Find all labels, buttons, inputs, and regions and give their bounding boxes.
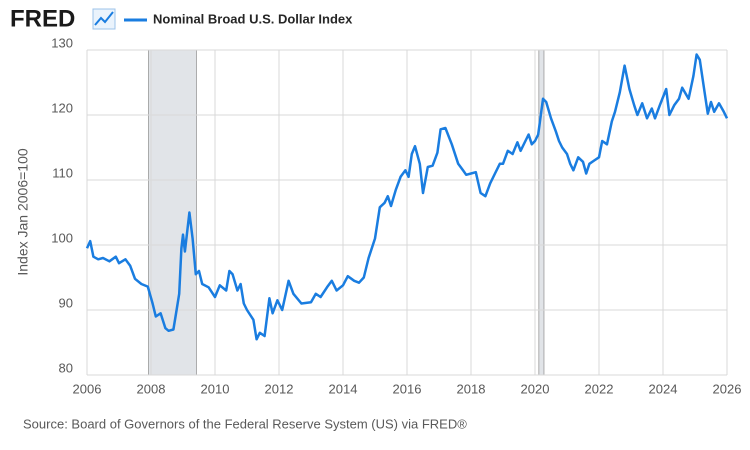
data-line (85, 53, 729, 341)
x-tick-label: 2014 (329, 381, 358, 396)
x-tick-label: 2006 (73, 381, 102, 396)
y-tick-label: 110 (52, 165, 73, 180)
x-tick-label: 2016 (393, 381, 422, 396)
y-tick-label: 80 (59, 360, 73, 375)
x-tick-label: 2020 (521, 381, 550, 396)
x-tick-label: 2018 (457, 381, 486, 396)
x-tick-label: 2012 (265, 381, 294, 396)
x-tick-label: 2022 (585, 381, 614, 396)
y-tick-label: 120 (51, 100, 73, 115)
legend-label: Nominal Broad U.S. Dollar Index (153, 11, 353, 26)
x-tick-label: 2024 (649, 381, 678, 396)
y-axis-label: Index Jan 2006=100 (15, 148, 31, 275)
x-tick-label: 2008 (137, 381, 166, 396)
x-tick-label: 2026 (713, 381, 742, 396)
x-tick-label: 2010 (201, 381, 230, 396)
y-tick-label: 100 (51, 230, 73, 245)
y-tick-label: 130 (51, 35, 73, 50)
y-tick-label: 90 (59, 295, 73, 310)
brand-logo: FRED (10, 5, 75, 32)
source-note: Source: Board of Governors of the Federa… (23, 416, 467, 431)
logo-icon (92, 8, 116, 30)
